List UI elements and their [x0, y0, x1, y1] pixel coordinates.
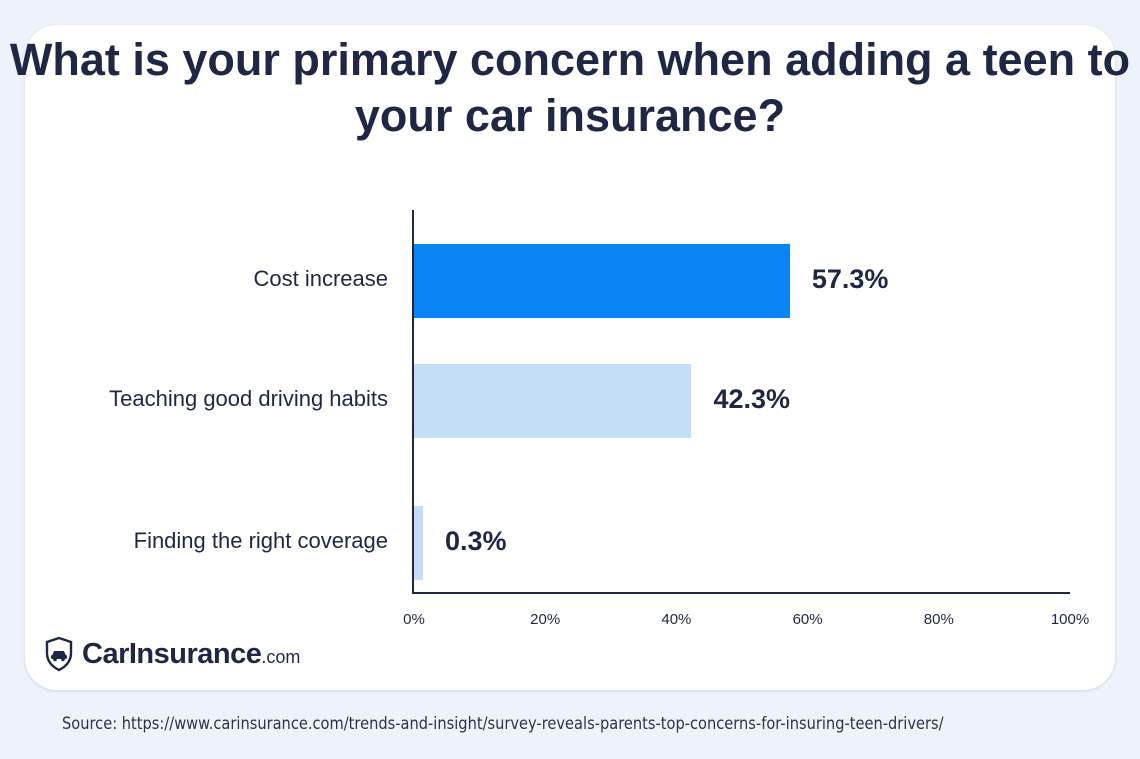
x-tick-label: 60%: [792, 611, 823, 628]
category-label: Cost increase: [253, 266, 388, 291]
category-label: Finding the right coverage: [133, 528, 388, 553]
y-axis-line: [412, 210, 414, 594]
brand-name-text: CarInsurance: [82, 637, 262, 670]
brand-logo: CarInsurance.com: [44, 636, 300, 672]
x-tick-label: 80%: [923, 611, 954, 628]
category-label: Teaching good driving habits: [109, 386, 388, 411]
value-label: 0.3%: [445, 526, 507, 556]
source-citation: Source: https://www.carinsurance.com/tre…: [62, 714, 944, 734]
x-tick-label: 0%: [403, 611, 425, 628]
x-tick-label: 20%: [530, 611, 561, 628]
bar-0: [414, 244, 790, 318]
chart-card: [25, 25, 1115, 690]
brand-name: CarInsurance.com: [82, 638, 300, 671]
bar-1: [414, 364, 692, 438]
x-axis-line: [412, 592, 1070, 594]
value-label: 42.3%: [713, 384, 791, 414]
shield-car-icon: [45, 636, 73, 672]
brand-suffix: .com: [261, 646, 301, 667]
chart-title: What is your primary concern when adding…: [9, 34, 1131, 141]
bar-2: [414, 506, 423, 580]
x-tick-label: 40%: [661, 611, 692, 628]
value-label: 57.3%: [811, 264, 889, 294]
x-tick-label: 100%: [1050, 611, 1090, 628]
